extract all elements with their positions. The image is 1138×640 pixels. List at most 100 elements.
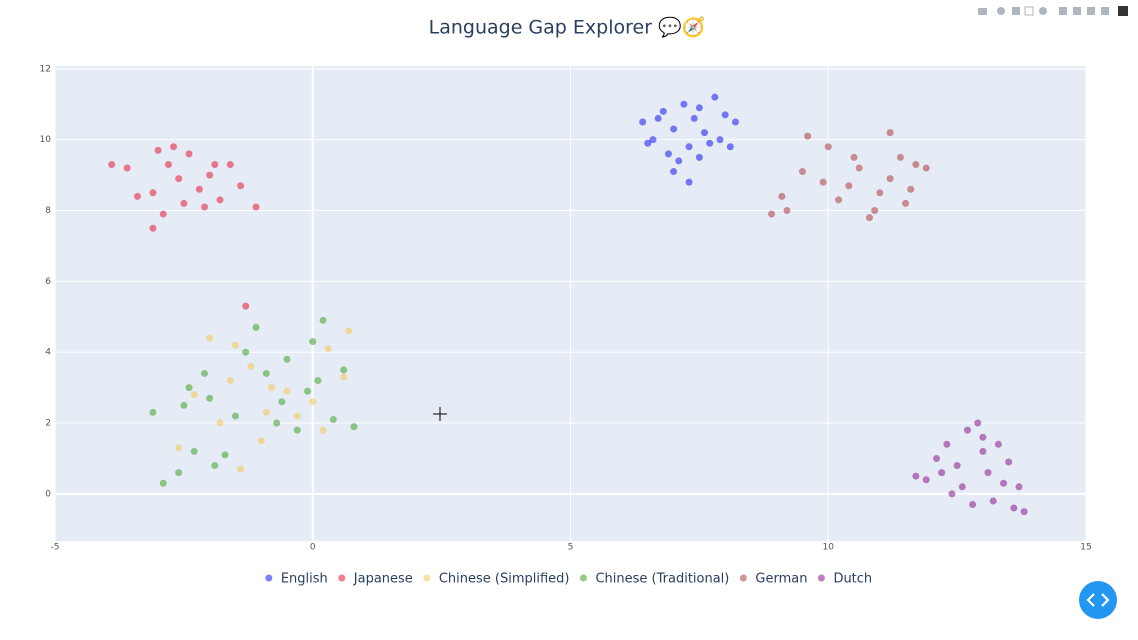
point	[200, 203, 208, 211]
point	[685, 143, 693, 151]
point	[314, 377, 322, 385]
point	[149, 224, 157, 232]
point	[200, 369, 208, 377]
point	[912, 472, 920, 480]
legend-marker	[423, 574, 431, 582]
point	[690, 114, 698, 122]
code-button[interactable]	[1079, 581, 1117, 619]
point	[933, 454, 941, 462]
point	[902, 199, 910, 207]
code-button-icon[interactable]	[1086, 593, 1110, 607]
point	[309, 398, 317, 406]
point	[133, 192, 141, 200]
camera-icon[interactable]	[978, 8, 987, 15]
x-tick-label: -5	[51, 543, 60, 553]
point	[716, 136, 724, 144]
point	[768, 210, 776, 218]
point	[907, 185, 915, 193]
cursor	[433, 407, 447, 421]
point	[922, 476, 930, 484]
x-tick-label: 15	[1080, 543, 1091, 553]
point	[293, 426, 301, 434]
y-tick-label: 2	[45, 419, 51, 429]
point	[257, 437, 265, 445]
point	[185, 384, 193, 392]
point	[778, 192, 786, 200]
point	[149, 408, 157, 416]
zoom-icon[interactable]	[997, 7, 1005, 15]
point	[958, 483, 966, 491]
point	[886, 129, 894, 137]
point	[974, 419, 982, 427]
autoscale-icon[interactable]	[1087, 7, 1095, 15]
point	[175, 444, 183, 452]
point	[293, 412, 301, 420]
point	[649, 136, 657, 144]
point	[685, 178, 693, 186]
point	[731, 118, 739, 126]
point	[695, 153, 703, 161]
point	[237, 465, 245, 473]
point	[912, 160, 920, 168]
point	[726, 143, 734, 151]
legend-marker	[265, 574, 273, 582]
reset-icon[interactable]	[1101, 7, 1109, 15]
point	[345, 327, 353, 335]
zoom-in-icon[interactable]	[1059, 7, 1067, 15]
legend-label: Japanese	[353, 572, 413, 587]
lasso-icon[interactable]	[1039, 7, 1047, 15]
point	[340, 366, 348, 374]
point	[262, 369, 270, 377]
point	[159, 210, 167, 218]
point	[190, 391, 198, 399]
point	[845, 182, 853, 190]
select-icon[interactable]	[1024, 6, 1034, 16]
point	[180, 401, 188, 409]
point	[154, 146, 162, 154]
point	[783, 207, 791, 215]
point	[948, 490, 956, 498]
point	[969, 501, 977, 509]
point	[278, 398, 286, 406]
point	[309, 338, 317, 346]
point	[639, 118, 647, 126]
legend-marker	[817, 574, 825, 582]
point	[824, 143, 832, 151]
point	[886, 175, 894, 183]
point	[922, 164, 930, 172]
point	[855, 164, 863, 172]
modebar[interactable]	[978, 6, 1128, 16]
point	[283, 355, 291, 363]
point	[664, 150, 672, 158]
point	[670, 125, 678, 133]
point	[304, 387, 312, 395]
code-button-circle[interactable]	[1079, 581, 1117, 619]
point	[149, 189, 157, 197]
point	[1010, 504, 1018, 512]
legend-label: Chinese (Traditional)	[595, 572, 729, 587]
x-tick-label: 5	[568, 543, 574, 553]
point	[1005, 458, 1013, 466]
point	[190, 447, 198, 455]
point	[706, 139, 714, 147]
point	[953, 462, 961, 470]
y-tick-label: 12	[40, 64, 51, 74]
point	[108, 160, 116, 168]
legend-item: Dutch	[817, 572, 872, 587]
point	[350, 423, 358, 431]
point	[175, 175, 183, 183]
point	[963, 426, 971, 434]
legend-label: Dutch	[833, 572, 872, 587]
zoom-out-icon[interactable]	[1073, 7, 1081, 15]
point	[1000, 479, 1008, 487]
point	[247, 362, 255, 370]
point	[242, 302, 250, 310]
pan-icon[interactable]	[1012, 7, 1020, 15]
logo-icon[interactable]	[1118, 6, 1128, 16]
point	[273, 419, 281, 427]
point	[979, 433, 987, 441]
point	[876, 189, 884, 197]
point	[701, 129, 709, 137]
